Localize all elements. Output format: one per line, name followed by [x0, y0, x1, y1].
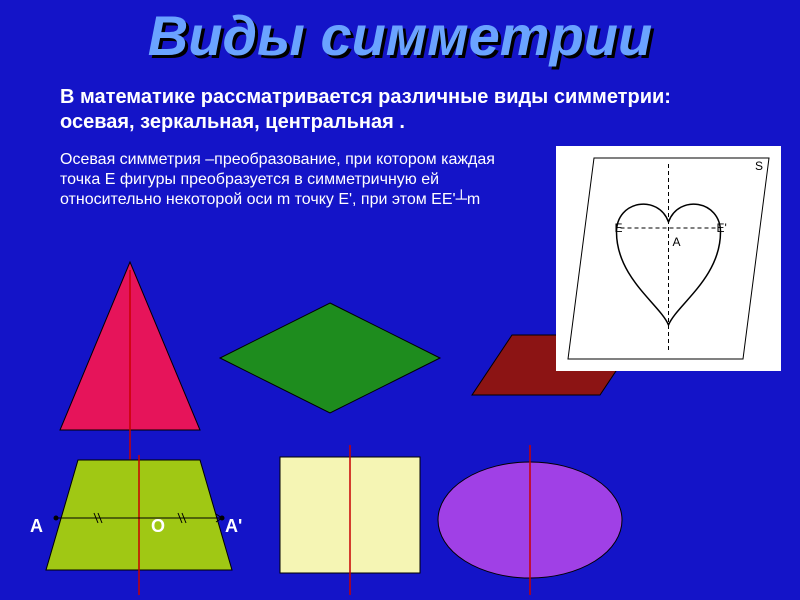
trapezoid-label-A2: A': [225, 516, 242, 537]
heart-diagram: S E E' A: [556, 146, 781, 371]
trapezoid-label-O: O: [151, 516, 165, 537]
svg-text:S: S: [755, 159, 763, 173]
definition: Осевая симметрия –преобразование, при ко…: [60, 150, 530, 210]
trapezoid-label-A: A: [30, 516, 43, 537]
svg-text:E: E: [615, 221, 623, 235]
page-title: Виды симметрии: [148, 8, 652, 64]
svg-text:E': E': [717, 221, 727, 235]
subtitle: В математике рассматривается различные в…: [60, 85, 700, 135]
svg-text:A: A: [673, 235, 681, 249]
